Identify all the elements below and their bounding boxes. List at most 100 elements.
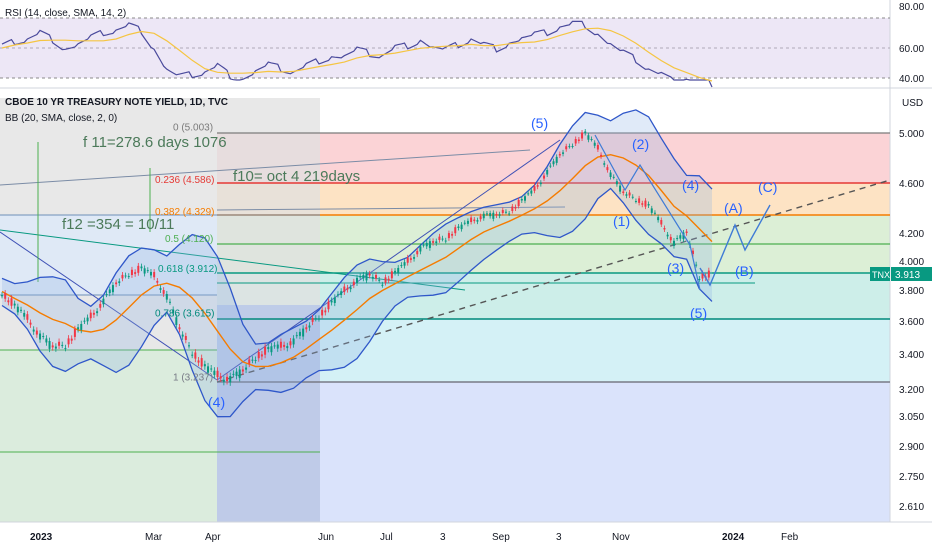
candle-body bbox=[191, 354, 194, 356]
candle-body bbox=[327, 301, 330, 310]
price-pane: CBOE 10 YR TREASURY NOTE YIELD, 1D, TVC … bbox=[0, 97, 891, 453]
candle-body bbox=[520, 199, 523, 201]
candle-body bbox=[276, 344, 279, 349]
x-axis: 2023 Mar Apr Jun Jul 3 Sep 3 Nov 2024 Feb bbox=[30, 532, 799, 543]
candle-body bbox=[29, 322, 32, 325]
fan-line-2 bbox=[0, 149, 531, 186]
candle-body bbox=[511, 206, 514, 211]
x-tick-label: Jul bbox=[380, 532, 393, 543]
candle-body bbox=[523, 196, 526, 201]
candle-body bbox=[343, 286, 346, 292]
candle-body bbox=[685, 231, 688, 233]
wave-path-recent bbox=[594, 134, 701, 291]
candle-body bbox=[207, 366, 210, 373]
candle-body bbox=[226, 376, 229, 382]
candle-body bbox=[330, 300, 333, 303]
candle-body bbox=[7, 300, 10, 303]
candle-body bbox=[39, 333, 42, 340]
candle-body bbox=[238, 369, 241, 378]
candle-body bbox=[368, 273, 371, 276]
candle-body bbox=[115, 282, 118, 285]
candle-body bbox=[438, 236, 441, 240]
candle-body bbox=[32, 329, 35, 332]
candle-body bbox=[533, 186, 536, 191]
candle-body bbox=[159, 288, 162, 290]
candle-body bbox=[489, 213, 492, 217]
bb-upper bbox=[1, 109, 713, 345]
candle-body bbox=[425, 242, 428, 247]
last-value: 3.913 bbox=[895, 270, 920, 281]
x-tick-label: Apr bbox=[205, 532, 221, 543]
candle-body bbox=[260, 354, 263, 357]
candle-body bbox=[501, 210, 504, 213]
candle-body bbox=[612, 176, 615, 178]
candle-body bbox=[264, 346, 267, 355]
price-tick-label: 2.610 bbox=[899, 502, 924, 513]
last-price-tag: TNX 3.913 bbox=[870, 267, 932, 281]
candle-body bbox=[384, 277, 387, 283]
candle-body bbox=[222, 379, 225, 382]
candle-body bbox=[340, 291, 343, 295]
candle-body bbox=[241, 369, 244, 372]
candle-body bbox=[406, 257, 409, 263]
rsi-label: RSI (14, close, SMA, 14, 2) bbox=[5, 8, 126, 19]
ticker-tag: TNX bbox=[872, 270, 890, 280]
candle-body bbox=[121, 274, 124, 279]
price-tick-label: 4.000 bbox=[899, 257, 924, 268]
candle-body bbox=[153, 272, 156, 278]
candle-body bbox=[134, 272, 137, 274]
fan-line-3 bbox=[216, 206, 566, 211]
wave-4-lower: (4) bbox=[208, 394, 225, 410]
candle-body bbox=[311, 318, 314, 322]
wave-c: (C) bbox=[758, 179, 777, 195]
candle-body bbox=[305, 327, 308, 330]
candle-body bbox=[20, 309, 23, 311]
candle-body bbox=[203, 364, 206, 367]
f11-annotation: f 11=278.6 days 1076 bbox=[83, 134, 227, 151]
price-tick-label: 3.800 bbox=[899, 286, 924, 297]
candle-body bbox=[292, 338, 295, 345]
candle-body bbox=[359, 276, 362, 278]
bb-mid bbox=[1, 153, 713, 368]
candle-body bbox=[213, 370, 216, 375]
price-axis: 5.000 4.600 4.200 4.000 3.800 3.600 3.400 3.200… bbox=[899, 129, 924, 513]
candle-body bbox=[590, 139, 593, 140]
candle-body bbox=[536, 185, 539, 187]
candle-body bbox=[317, 318, 320, 320]
candle-body bbox=[23, 312, 26, 317]
candle-body bbox=[577, 139, 580, 141]
candle-body bbox=[600, 154, 603, 157]
candle-body bbox=[61, 344, 64, 346]
rsi-ma-line bbox=[1, 27, 713, 82]
candle-body bbox=[676, 238, 679, 240]
candle-body bbox=[479, 216, 482, 220]
rsi-tick-label: 40.00 bbox=[899, 74, 924, 85]
candle-body bbox=[562, 152, 565, 154]
candle-body bbox=[188, 345, 191, 347]
candle-body bbox=[124, 275, 127, 277]
candle-body bbox=[634, 201, 637, 202]
fib-label: 0.236 (4.586) bbox=[155, 175, 215, 186]
candle-body bbox=[197, 360, 200, 363]
candle-body bbox=[200, 358, 203, 367]
candle-body bbox=[666, 234, 669, 237]
candle-body bbox=[435, 241, 438, 244]
candle-body bbox=[295, 335, 298, 337]
candle-body bbox=[232, 373, 235, 375]
candle-body bbox=[229, 376, 232, 383]
candle-body bbox=[245, 367, 248, 370]
chart-title: CBOE 10 YR TREASURY NOTE YIELD, 1D, TVC bbox=[5, 97, 228, 108]
candle-body bbox=[289, 341, 292, 346]
candle-body bbox=[286, 346, 289, 349]
candle-body bbox=[184, 336, 187, 340]
candle-body bbox=[504, 211, 507, 213]
candle-body bbox=[130, 269, 133, 275]
fib-labels: 0 (5.003) 0.236 (4.586) 0.382 (4.329) 0.5 (… bbox=[155, 123, 218, 384]
currency-label: USD bbox=[902, 98, 923, 109]
candle-body bbox=[4, 293, 7, 299]
candle-body bbox=[606, 167, 609, 171]
candle-body bbox=[178, 327, 181, 330]
candle-body bbox=[143, 268, 146, 274]
candle-body bbox=[108, 289, 111, 294]
